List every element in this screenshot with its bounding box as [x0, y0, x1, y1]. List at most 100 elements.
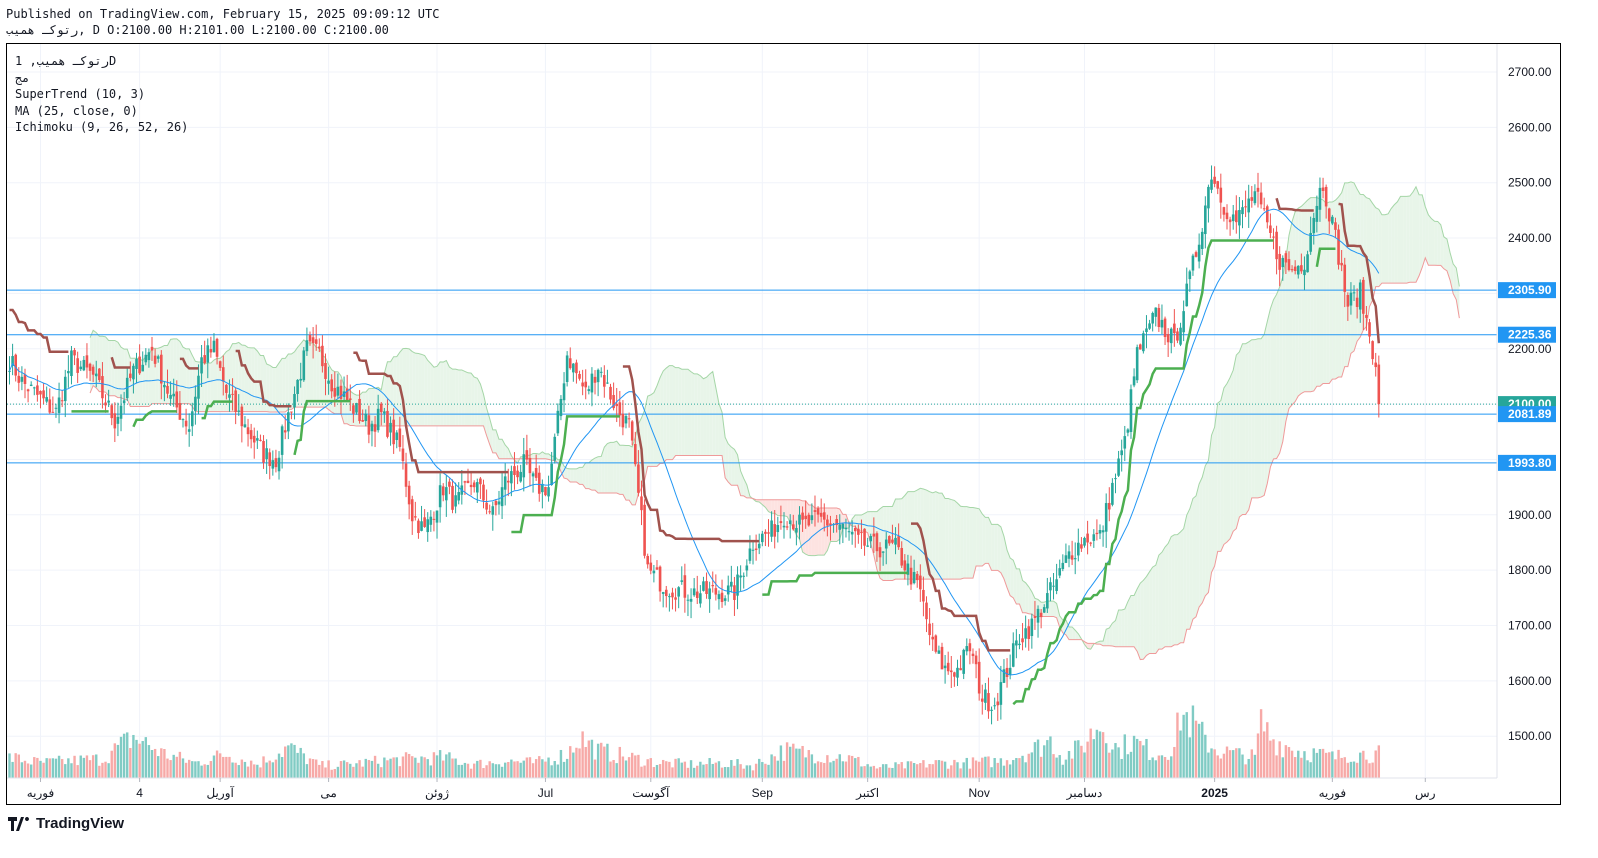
candle-body [537, 472, 541, 494]
candle-body [101, 376, 104, 399]
candle-body [57, 397, 61, 413]
ichimoku-cloud-segment [430, 363, 434, 426]
volume-bar [500, 766, 504, 778]
volume-bar [556, 764, 560, 778]
ichimoku-cloud-segment [1056, 603, 1060, 628]
volume-bar [256, 764, 259, 778]
legend-supertrend[interactable]: SuperTrend (10, 3) [15, 87, 146, 101]
ichimoku-cloud-segment [787, 499, 791, 523]
candle-body [695, 591, 699, 598]
legend-ichimoku[interactable]: Ichimoku (9, 26, 52, 26) [15, 120, 189, 134]
candle-body [1247, 198, 1250, 213]
ichimoku-cloud-segment [858, 515, 862, 532]
candle-body [1052, 585, 1055, 587]
volume-bar [720, 767, 724, 778]
volume-bar [538, 756, 541, 778]
volume-bar [630, 752, 634, 778]
candle-body [491, 506, 495, 515]
volume-bar [23, 760, 27, 778]
ichimoku-cloud-segment [1010, 558, 1014, 598]
candle-body [271, 460, 275, 469]
candle-body [1321, 187, 1325, 191]
candle-body [327, 380, 330, 384]
volume-bar [792, 743, 795, 778]
candle-body [429, 516, 433, 525]
time-tick-label: آوریل [206, 785, 234, 800]
volume-bar [894, 762, 897, 778]
candle-body [336, 386, 340, 396]
ichimoku-cloud-segment [437, 361, 441, 426]
candle-body [373, 424, 377, 432]
ichimoku-cloud-segment [1223, 383, 1228, 545]
volume-bar [36, 757, 39, 778]
ichimoku-cloud-segment [1375, 207, 1379, 287]
candle-body [717, 594, 721, 600]
ichimoku-cloud-segment [626, 445, 630, 501]
ichimoku-cloud-segment [182, 347, 187, 404]
volume-bar [147, 745, 151, 778]
ichimoku-cloud-segment [1453, 263, 1457, 300]
candle-body [172, 393, 175, 397]
ichimoku-cloud-segment [1211, 427, 1215, 573]
candle-body [949, 670, 953, 673]
ichimoku-cloud-segment [492, 429, 496, 453]
volume-bar [57, 755, 61, 778]
volume-bar [823, 762, 826, 778]
tradingview-logo[interactable]: TradingView [8, 815, 124, 832]
candle-body [980, 698, 984, 702]
candle-body [1157, 307, 1161, 328]
volume-bar [107, 763, 110, 778]
ichimoku-cloud-segment [396, 352, 400, 426]
volume-bar [841, 761, 845, 778]
volume-bar [423, 757, 426, 778]
volume-bar [578, 748, 581, 778]
volume-bar [590, 739, 594, 778]
volume-bar [1012, 760, 1015, 778]
candle-body [296, 379, 299, 394]
legend-ma[interactable]: MA (25, close, 0) [15, 103, 138, 118]
candle-body [1284, 253, 1288, 263]
ichimoku-cloud-segment [1189, 498, 1193, 630]
price-tick-label: 2400.00 [1508, 231, 1552, 245]
volume-bar [912, 763, 916, 778]
volume-bar [1095, 729, 1099, 778]
candle-body [1104, 503, 1108, 532]
ichimoku-cloud-segment [613, 441, 617, 494]
volume-bar [962, 762, 965, 778]
volume-bar [1021, 755, 1024, 778]
candle-body [500, 487, 504, 507]
volume-bar [287, 745, 290, 778]
volume-bar [779, 745, 783, 778]
volume-bar [262, 756, 265, 778]
candle-body [175, 391, 179, 408]
ichimoku-cloud-segment [371, 388, 376, 427]
time-tick-label: 2025 [1201, 786, 1228, 800]
volume-bar [392, 757, 395, 778]
ichimoku-cloud-segment [570, 468, 574, 483]
ichimoku-cloud-segment [471, 373, 475, 426]
candle-body [1173, 323, 1176, 334]
candle-body [497, 501, 501, 505]
candle-body [1197, 244, 1201, 262]
volume-bar [850, 755, 854, 778]
volume-bar [885, 764, 888, 778]
candle-body [754, 548, 758, 550]
candle-body [249, 430, 253, 440]
candle-body [1067, 551, 1071, 559]
candle-body [138, 356, 141, 374]
candle-body [1018, 643, 1021, 646]
volume-bar [717, 761, 721, 778]
ichimoku-cloud-segment [1087, 643, 1091, 650]
candle-body [1256, 187, 1260, 192]
volume-bar [652, 767, 656, 778]
volume-bar [54, 758, 58, 778]
candle-body [410, 499, 414, 522]
candle-body [23, 374, 27, 385]
ichimoku-cloud-segment [576, 467, 580, 485]
candle-body [1120, 450, 1123, 456]
volume-bar [634, 755, 637, 778]
ichimoku-cloud-segment [629, 445, 633, 505]
volume-bar [801, 745, 804, 778]
candle-body [432, 518, 436, 520]
